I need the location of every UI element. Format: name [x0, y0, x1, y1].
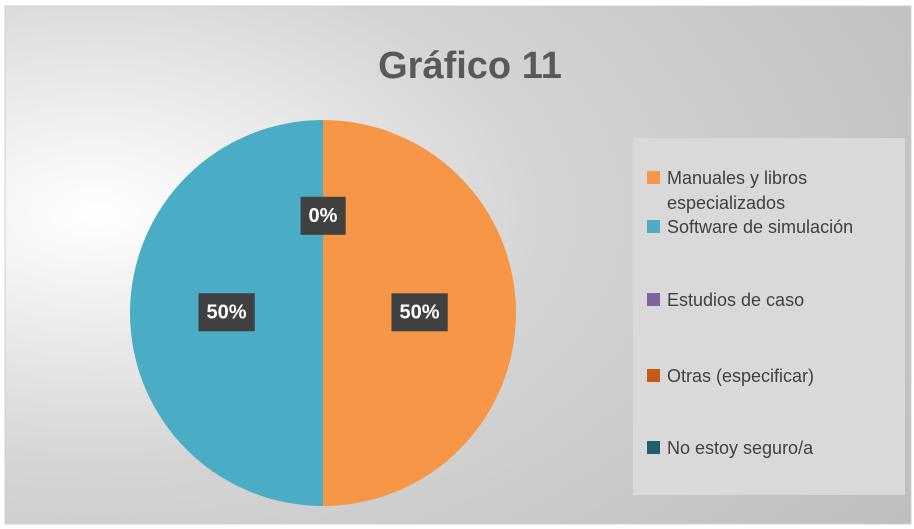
legend-swatch	[647, 171, 660, 184]
data-label: 0%	[300, 196, 346, 235]
legend-item: No estoy seguro/a	[647, 436, 897, 461]
legend-swatch	[647, 369, 660, 382]
legend-swatch	[647, 441, 660, 454]
legend-label: Estudios de caso	[667, 290, 805, 310]
chart-title: Gráfico 11	[378, 45, 562, 87]
data-label-box	[300, 196, 346, 235]
legend-label: Manuales y libros especializados	[667, 168, 808, 213]
legend-swatch	[647, 293, 660, 306]
legend-label: Software de simulación	[667, 217, 854, 237]
legend-label: Otras (especificar)	[667, 366, 815, 386]
data-label-text: 50%	[399, 301, 439, 323]
legend-swatch	[647, 220, 660, 233]
legend-item: Estudios de caso	[647, 288, 897, 313]
data-label-text: 0%	[309, 205, 338, 227]
data-label-box	[198, 293, 255, 332]
data-label: 50%	[198, 293, 255, 332]
legend-item: Software de simulación	[647, 215, 897, 240]
data-label-box	[391, 293, 448, 332]
data-label-text: 50%	[206, 301, 246, 323]
legend-label: No estoy seguro/a	[667, 438, 814, 458]
legend: Manuales y libros especializados Software…	[633, 138, 905, 495]
legend-item: Manuales y libros especializados	[647, 166, 897, 216]
legend-item: Otras (especificar)	[647, 364, 897, 389]
data-label: 50%	[391, 293, 448, 332]
